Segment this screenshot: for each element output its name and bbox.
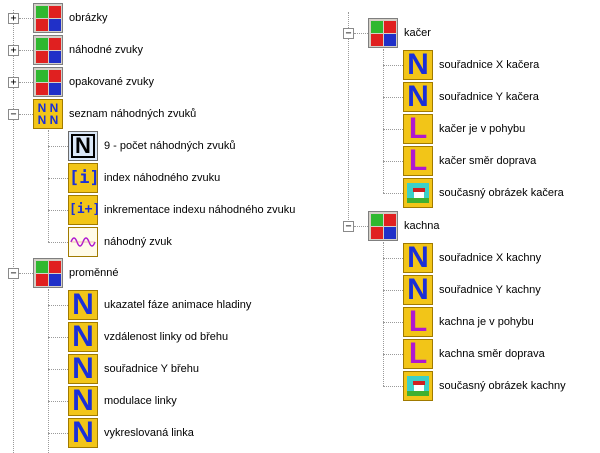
increment-index-icon: [i+] bbox=[68, 195, 100, 225]
logic-variable-icon: L bbox=[403, 114, 433, 144]
tree-leaf-ukazatel-faze[interactable]: N ukazatel fáze animace hladiny bbox=[68, 289, 251, 321]
tree-leaf-souradnice-x-kacera[interactable]: N souřadnice X kačera bbox=[403, 49, 539, 81]
folder-icon bbox=[368, 18, 398, 48]
tree-leaf-label: kachna je v pohybu bbox=[439, 316, 534, 328]
tree-leaf-label: kačer je v pohybu bbox=[439, 123, 526, 135]
folder-icon bbox=[33, 35, 63, 65]
tree-node-kacer[interactable]: kačer bbox=[368, 17, 431, 49]
tree-node-label: opakované zvuky bbox=[69, 76, 154, 88]
logic-variable-icon: L bbox=[403, 146, 433, 176]
tree-leaf-kacer-v-pohybu[interactable]: L kačer je v pohybu bbox=[403, 113, 525, 145]
tree-leaf-label: kachna směr doprava bbox=[439, 348, 545, 360]
picture-variable-icon bbox=[403, 178, 433, 208]
tree-node-label: seznam náhodných zvuků bbox=[69, 108, 197, 120]
tree-leaf-label: inkrementace indexu náhodného zvuku bbox=[104, 204, 296, 216]
tree-leaf-label: modulace linky bbox=[104, 395, 177, 407]
tree-node-opakovane-zvuky[interactable]: opakované zvuky bbox=[33, 66, 154, 98]
collapse-toggle-kacer[interactable]: − bbox=[343, 28, 354, 39]
tree-node-label: proměnné bbox=[69, 267, 119, 279]
folder-icon bbox=[33, 67, 63, 97]
tree-leaf-index-zvuku[interactable]: [i] index náhodného zvuku bbox=[68, 162, 220, 194]
expand-toggle-obrazky[interactable]: + bbox=[8, 13, 19, 24]
number-variable-icon: N bbox=[403, 82, 433, 112]
logic-variable-icon: L bbox=[403, 307, 433, 337]
tree-leaf-label: index náhodného zvuku bbox=[104, 172, 221, 184]
logic-variable-icon: L bbox=[403, 339, 433, 369]
expand-toggle-nahodne-zvuky[interactable]: + bbox=[8, 45, 19, 56]
constant-icon: N bbox=[68, 131, 98, 161]
collapse-toggle-kachna[interactable]: − bbox=[343, 221, 354, 232]
tree-leaf-pocet-zvuku[interactable]: N 9 - počet náhodných zvuků bbox=[68, 130, 235, 162]
tree-leaf-label: souřadnice Y kačera bbox=[439, 91, 539, 103]
tree-leaf-souradnice-y-kachny[interactable]: N souřadnice Y kachny bbox=[403, 274, 541, 306]
tree-leaf-label: vykreslovaná linka bbox=[104, 427, 194, 439]
tree-leaf-vykreslovana-linka[interactable]: N vykreslovaná linka bbox=[68, 417, 194, 449]
tree-leaf-label: kačer směr doprava bbox=[439, 155, 537, 167]
tree-leaf-nahodny-zvuk[interactable]: náhodný zvuk bbox=[68, 226, 172, 258]
tree-leaf-souradnice-y-kacera[interactable]: N souřadnice Y kačera bbox=[403, 81, 539, 113]
tree-leaf-inkrementace-indexu[interactable]: [i+] inkrementace indexu náhodného zvuku bbox=[68, 194, 295, 226]
tree-node-promenne[interactable]: proměnné bbox=[33, 257, 119, 289]
tree-leaf-label: 9 - počet náhodných zvuků bbox=[104, 140, 236, 152]
tree-leaf-label: souřadnice X kachny bbox=[439, 252, 542, 264]
tree-node-label: obrázky bbox=[69, 12, 108, 24]
tree-leaf-vzdalenost-linky[interactable]: N vzdálenost linky od břehu bbox=[68, 321, 228, 353]
tree-leaf-label: souřadnice Y břehu bbox=[104, 363, 199, 375]
tree-leaf-kacer-smer-doprava[interactable]: L kačer směr doprava bbox=[403, 145, 536, 177]
tree-leaf-label: souřadnice Y kachny bbox=[439, 284, 541, 296]
sound-wave-icon bbox=[68, 227, 98, 257]
expand-toggle-opakovane-zvuky[interactable]: + bbox=[8, 77, 19, 88]
number-variable-icon: N bbox=[68, 290, 98, 320]
tree-leaf-souradnice-x-kachny[interactable]: N souřadnice X kachny bbox=[403, 242, 541, 274]
tree-node-kachna[interactable]: kachna bbox=[368, 210, 439, 242]
tree-leaf-modulace-linky[interactable]: N modulace linky bbox=[68, 385, 177, 417]
number-variable-icon: N bbox=[403, 275, 433, 305]
picture-variable-icon bbox=[403, 371, 433, 401]
number-variable-icon: N bbox=[68, 322, 98, 352]
tree-node-nahodne-zvuky[interactable]: náhodné zvuky bbox=[33, 34, 143, 66]
number-variable-icon: N bbox=[403, 50, 433, 80]
tree-leaf-kachna-v-pohybu[interactable]: L kachna je v pohybu bbox=[403, 306, 534, 338]
collapse-toggle-promenne[interactable]: − bbox=[8, 268, 19, 279]
index-icon: [i] bbox=[68, 163, 100, 193]
tree-leaf-label: vzdálenost linky od břehu bbox=[104, 331, 229, 343]
tree-leaf-label: ukazatel fáze animace hladiny bbox=[104, 299, 252, 311]
number-variable-icon: N bbox=[403, 243, 433, 273]
number-variable-icon: N bbox=[68, 354, 98, 384]
tree-leaf-label: náhodný zvuk bbox=[104, 236, 172, 248]
collapse-toggle-seznam[interactable]: − bbox=[8, 109, 19, 120]
tree-leaf-obrazek-kachny[interactable]: současný obrázek kachny bbox=[403, 370, 566, 402]
tree-node-obrazky[interactable]: obrázky bbox=[33, 2, 108, 34]
tree-node-label: kachna bbox=[404, 220, 440, 232]
folder-icon bbox=[33, 258, 63, 288]
tree-node-label: náhodné zvuky bbox=[69, 44, 143, 56]
number-variable-icon: N bbox=[68, 418, 98, 448]
tree-leaf-souradnice-y-brehu[interactable]: N souřadnice Y břehu bbox=[68, 353, 199, 385]
number-variable-icon: N bbox=[68, 386, 98, 416]
tree-leaf-obrazek-kacera[interactable]: současný obrázek kačera bbox=[403, 177, 564, 209]
tree-leaf-label: souřadnice X kačera bbox=[439, 59, 540, 71]
folder-icon bbox=[33, 3, 63, 33]
tree-leaf-label: současný obrázek kachny bbox=[439, 380, 566, 392]
tree-leaf-kachna-smer-doprava[interactable]: L kachna směr doprava bbox=[403, 338, 545, 370]
folder-icon bbox=[368, 211, 398, 241]
tree-node-label: kačer bbox=[404, 27, 431, 39]
tree-leaf-label: současný obrázek kačera bbox=[439, 187, 564, 199]
